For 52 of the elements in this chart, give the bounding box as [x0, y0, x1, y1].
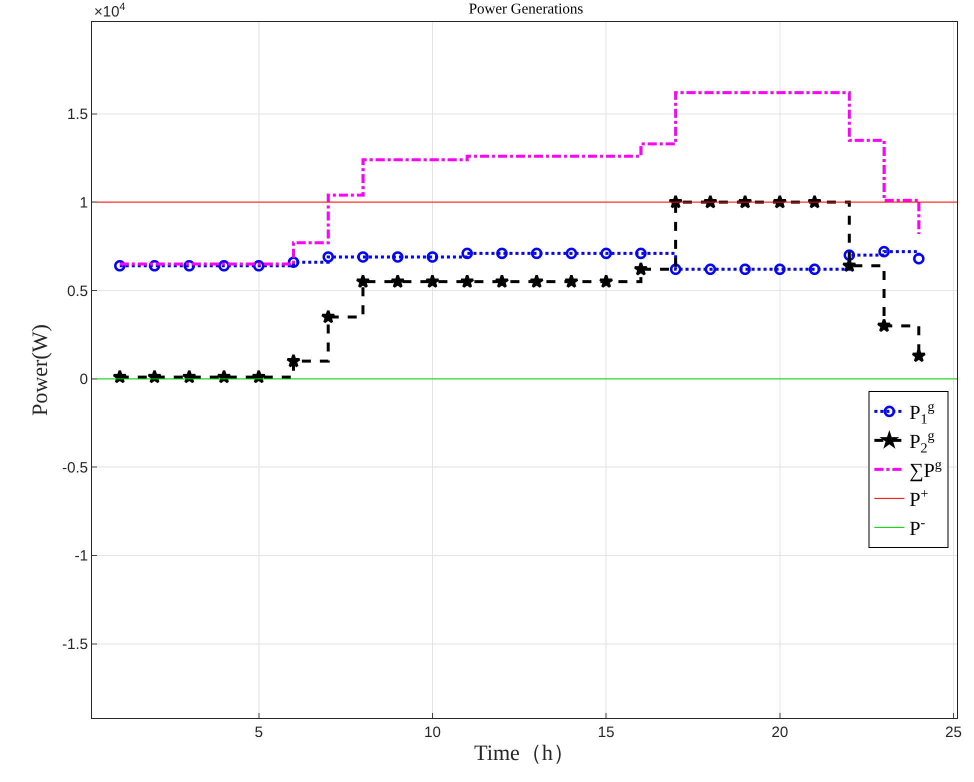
x-tick-label: 15 — [598, 724, 614, 741]
point — [529, 274, 544, 288]
point — [739, 264, 751, 276]
point — [913, 252, 925, 264]
y-tick-label: -0.5 — [62, 459, 88, 476]
x-tick-label: 10 — [424, 724, 441, 741]
point — [530, 248, 542, 260]
point — [322, 251, 334, 263]
point — [876, 318, 892, 332]
point — [496, 248, 508, 260]
point — [494, 274, 510, 288]
point — [460, 274, 474, 288]
point — [878, 246, 890, 258]
y-tick-label: 1 — [80, 194, 88, 212]
point — [392, 251, 404, 263]
text: ×10$^{4}$ — [94, 1, 126, 20]
point — [844, 249, 856, 261]
legend-label: ∑P$^{g}$ — [909, 458, 942, 482]
y-tick-label: 1.5 — [67, 106, 88, 124]
point — [774, 264, 786, 276]
y-tick-label: 0 — [80, 371, 88, 388]
point — [253, 260, 264, 272]
x-tick-label: 25 — [945, 724, 962, 741]
point — [356, 274, 370, 288]
point — [320, 309, 336, 324]
point — [842, 258, 857, 272]
x-tick-label: 5 — [254, 724, 263, 741]
point — [634, 262, 648, 276]
point — [357, 251, 369, 263]
legend-label: P$^{+}$ — [909, 486, 928, 512]
point — [461, 248, 473, 260]
point — [600, 248, 612, 260]
x-tick-label: 20 — [771, 724, 788, 741]
point — [808, 264, 820, 276]
point — [635, 248, 647, 260]
point — [390, 274, 405, 288]
point — [218, 260, 230, 272]
y-tick-label: -1.5 — [62, 636, 88, 654]
y-tick-label: -1 — [74, 548, 88, 565]
legend-label: P$^{-}$ — [909, 516, 926, 540]
point — [564, 274, 579, 288]
point — [704, 264, 716, 276]
point — [912, 348, 926, 362]
x-axis-title: Time（h） — [474, 740, 575, 765]
chart-title: Power Generations — [468, 2, 584, 18]
point — [598, 274, 614, 288]
y-axis-title: Power(W) — [26, 324, 52, 416]
point — [426, 251, 438, 263]
point — [566, 248, 578, 260]
point — [286, 354, 301, 368]
point — [425, 274, 440, 288]
y-tick-label: 0.5 — [67, 282, 88, 300]
